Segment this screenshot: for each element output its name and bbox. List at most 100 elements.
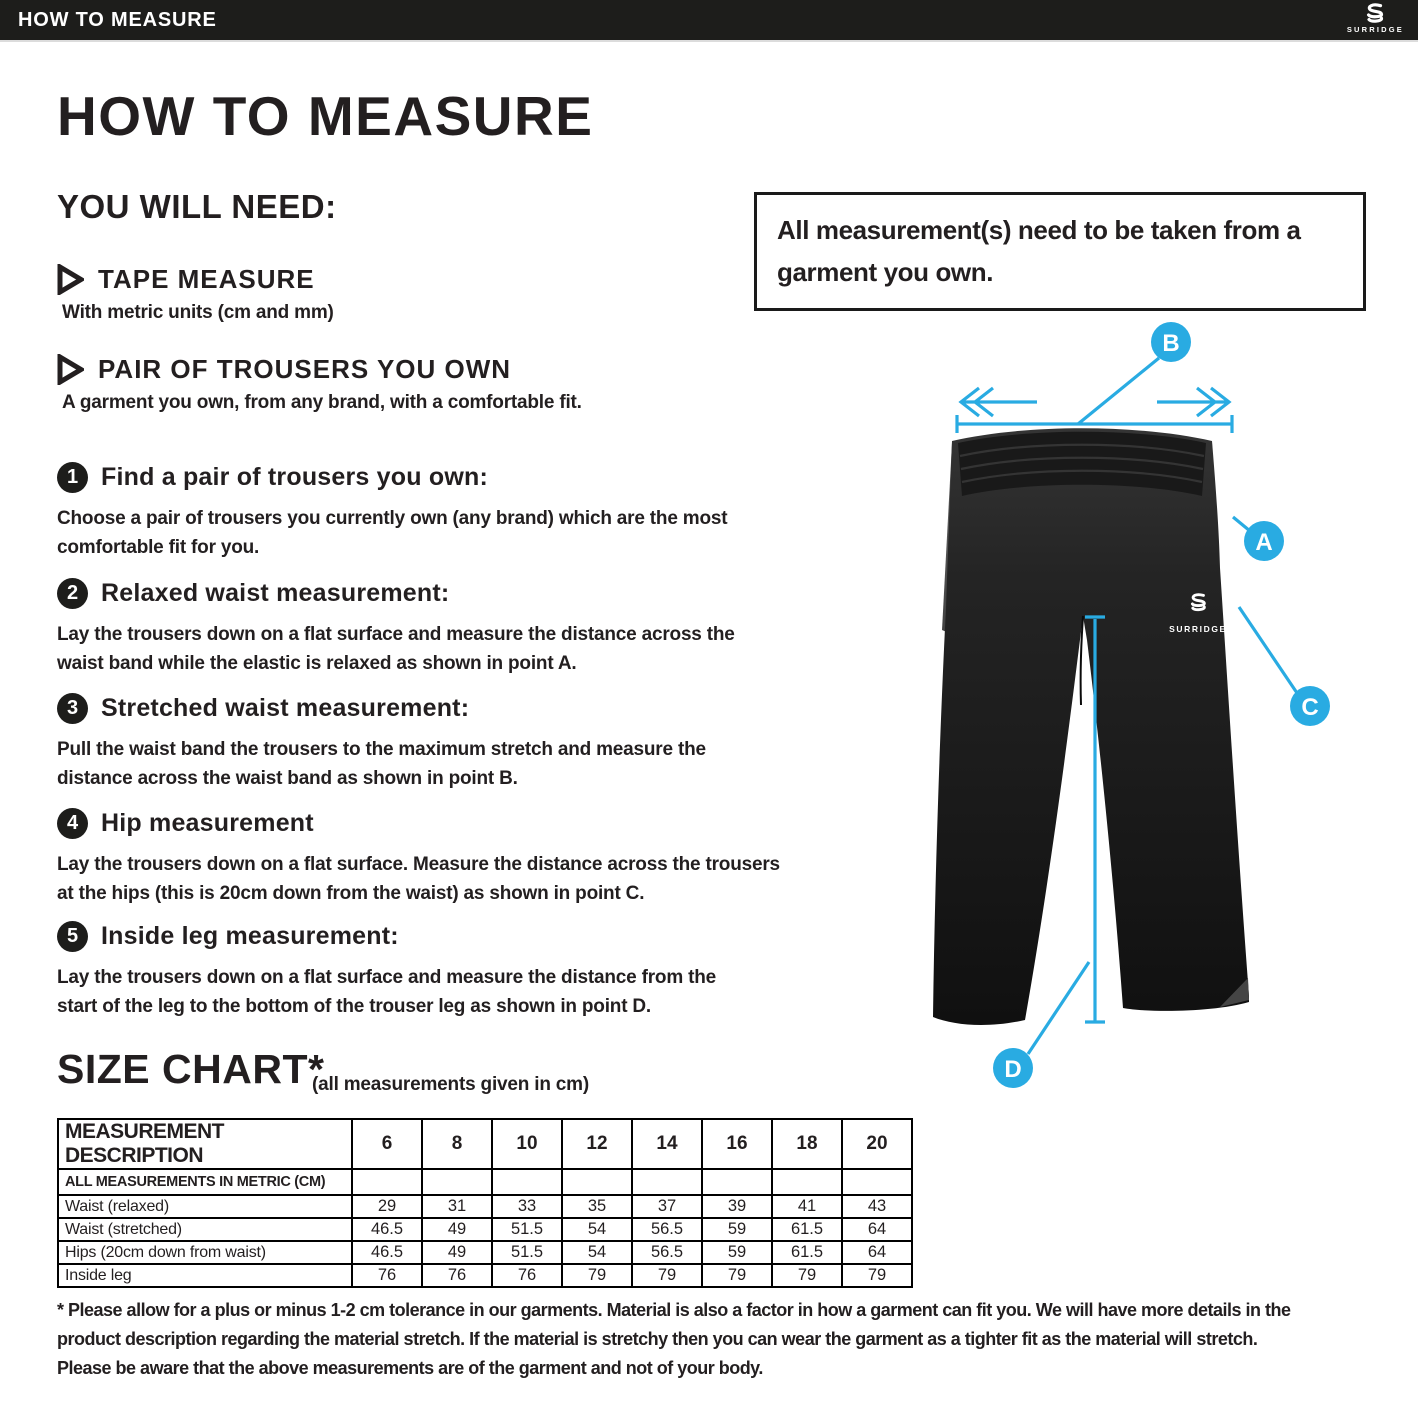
marker-c-letter: C	[1301, 694, 1318, 721]
marker-a: A	[1244, 521, 1284, 561]
size-chart-heading: SIZE CHART*	[57, 1046, 325, 1092]
garment-logo-text: SURRIDGE	[1169, 624, 1227, 634]
marker-d-connector	[1026, 961, 1091, 1055]
row-label: Hips (20cm down from waist)	[57, 1240, 353, 1265]
value-cell: 56.5	[631, 1217, 703, 1242]
table-header-row: MEASUREMENT DESCRIPTION 6 8 10 12 14 16 18 20	[57, 1118, 913, 1170]
stretch-arrow-right	[1157, 386, 1232, 418]
need-item-description: A garment you own, from any brand, with …	[62, 392, 582, 413]
measurement-annotations: B A C D	[955, 322, 1330, 1088]
step-4: 4 Hip measurement Lay the trousers down …	[57, 808, 787, 909]
unit-row-empty-cell	[561, 1168, 633, 1196]
table-row: Inside leg 76 76 76 79 79 79 79 79	[57, 1263, 913, 1288]
table-row: Waist (relaxed) 29 31 33 35 37 39 41 43	[57, 1194, 913, 1219]
size-chart-subheading: (all measurements given in cm)	[312, 1074, 589, 1095]
size-column-header: 10	[491, 1118, 563, 1170]
crotch-crease	[1079, 615, 1084, 706]
value-cell: 79	[841, 1263, 913, 1288]
value-cell: 56.5	[631, 1240, 703, 1265]
value-cell: 37	[631, 1194, 703, 1219]
step-2: 2 Relaxed waist measurement: Lay the tro…	[57, 578, 762, 679]
step-3: 3 Stretched waist measurement: Pull the …	[57, 693, 767, 794]
hem-zip-vent	[1220, 978, 1249, 1007]
value-cell: 51.5	[491, 1217, 563, 1242]
waistband-rib	[959, 443, 1205, 458]
step-number-badge: 3	[57, 693, 88, 724]
step-body: Lay the trousers down on a flat surface.…	[57, 854, 780, 905]
value-cell: 76	[491, 1263, 563, 1288]
triangle-bullet-icon	[57, 354, 84, 385]
you-will-need-heading: YOU WILL NEED:	[57, 188, 337, 225]
unit-row-empty-cell	[631, 1168, 703, 1196]
size-column-header: 6	[351, 1118, 423, 1170]
value-cell: 54	[561, 1240, 633, 1265]
triangle-bullet-icon	[57, 264, 84, 295]
stretch-arrow-left	[958, 386, 1037, 418]
value-cell: 31	[421, 1194, 493, 1219]
value-cell: 61.5	[771, 1240, 843, 1265]
value-cell: 46.5	[351, 1217, 423, 1242]
value-cell: 64	[841, 1217, 913, 1242]
value-cell: 33	[491, 1194, 563, 1219]
inside-leg-line	[1085, 615, 1105, 1024]
waistband-rib	[960, 456, 1204, 471]
size-column-header: 14	[631, 1118, 703, 1170]
trousers-diagram: SURRIDGE B	[850, 310, 1400, 1135]
top-bar: HOW TO MEASURE SURRIDGE	[0, 0, 1418, 42]
step-number-badge: 1	[57, 462, 88, 493]
surridge-brand: SURRIDGE	[1347, 2, 1404, 34]
need-item-description: With metric units (cm and mm)	[62, 302, 334, 323]
marker-b: B	[1151, 322, 1191, 362]
step-5: 5 Inside leg measurement: Lay the trouse…	[57, 921, 747, 1022]
step-body: Lay the trousers down on a flat surface …	[57, 967, 717, 1018]
value-cell: 79	[561, 1263, 633, 1288]
step-number-badge: 2	[57, 578, 88, 609]
marker-c-connector	[1237, 606, 1299, 694]
unit-row-label: ALL MEASUREMENTS IN METRIC (CM)	[57, 1168, 353, 1196]
value-cell: 29	[351, 1194, 423, 1219]
value-cell: 79	[771, 1263, 843, 1288]
marker-a-connector	[1231, 515, 1252, 533]
step-title: Stretched waist measurement:	[101, 694, 470, 722]
step-title: Find a pair of trousers you own:	[101, 463, 488, 491]
row-label: Waist (relaxed)	[57, 1194, 353, 1219]
value-cell: 76	[351, 1263, 423, 1288]
value-cell: 59	[701, 1240, 773, 1265]
unit-row-empty-cell	[701, 1168, 773, 1196]
table-row: Waist (stretched) 46.5 49 51.5 54 56.5 59 61.5 6…	[57, 1217, 913, 1242]
row-label: Inside leg	[57, 1263, 353, 1288]
value-cell: 35	[561, 1194, 633, 1219]
value-cell: 41	[771, 1194, 843, 1219]
step-body: Lay the trousers down on a flat surface …	[57, 624, 735, 675]
marker-d: D	[993, 1048, 1033, 1088]
waistband-rib	[961, 469, 1203, 484]
need-item-trousers: PAIR OF TROUSERS YOU OWN A garment you o…	[57, 354, 582, 414]
table-row: Hips (20cm down from waist) 46.5 49 51.5 54 5…	[57, 1240, 913, 1265]
footnote: * Please allow for a plus or minus 1-2 c…	[57, 1300, 1291, 1378]
value-cell: 79	[701, 1263, 773, 1288]
step-1: 1 Find a pair of trousers you own: Choos…	[57, 462, 827, 563]
need-item-title: TAPE MEASURE	[98, 264, 315, 294]
size-column-header: 16	[701, 1118, 773, 1170]
unit-row-empty-cell	[421, 1168, 493, 1196]
value-cell: 43	[841, 1194, 913, 1219]
size-column-header: 8	[421, 1118, 493, 1170]
measurement-description-header: MEASUREMENT DESCRIPTION	[57, 1118, 353, 1170]
value-cell: 49	[421, 1217, 493, 1242]
step-body: Pull the waist band the trousers to the …	[57, 739, 706, 790]
size-column-header: 12	[561, 1118, 633, 1170]
surridge-logo-icon	[1367, 3, 1384, 23]
step-number-badge: 5	[57, 921, 88, 952]
value-cell: 39	[701, 1194, 773, 1219]
marker-a-letter: A	[1255, 529, 1272, 556]
garment-surridge-logo: SURRIDGE	[1169, 593, 1227, 634]
page-title: HOW TO MEASURE	[57, 85, 594, 147]
unit-row-empty-cell	[841, 1168, 913, 1196]
value-cell: 54	[561, 1217, 633, 1242]
value-cell: 79	[631, 1263, 703, 1288]
unit-row-empty-cell	[491, 1168, 563, 1196]
need-item-tape-measure: TAPE MEASURE With metric units (cm and m…	[57, 264, 334, 324]
table-unit-row: ALL MEASUREMENTS IN METRIC (CM)	[57, 1168, 913, 1196]
value-cell: 61.5	[771, 1217, 843, 1242]
